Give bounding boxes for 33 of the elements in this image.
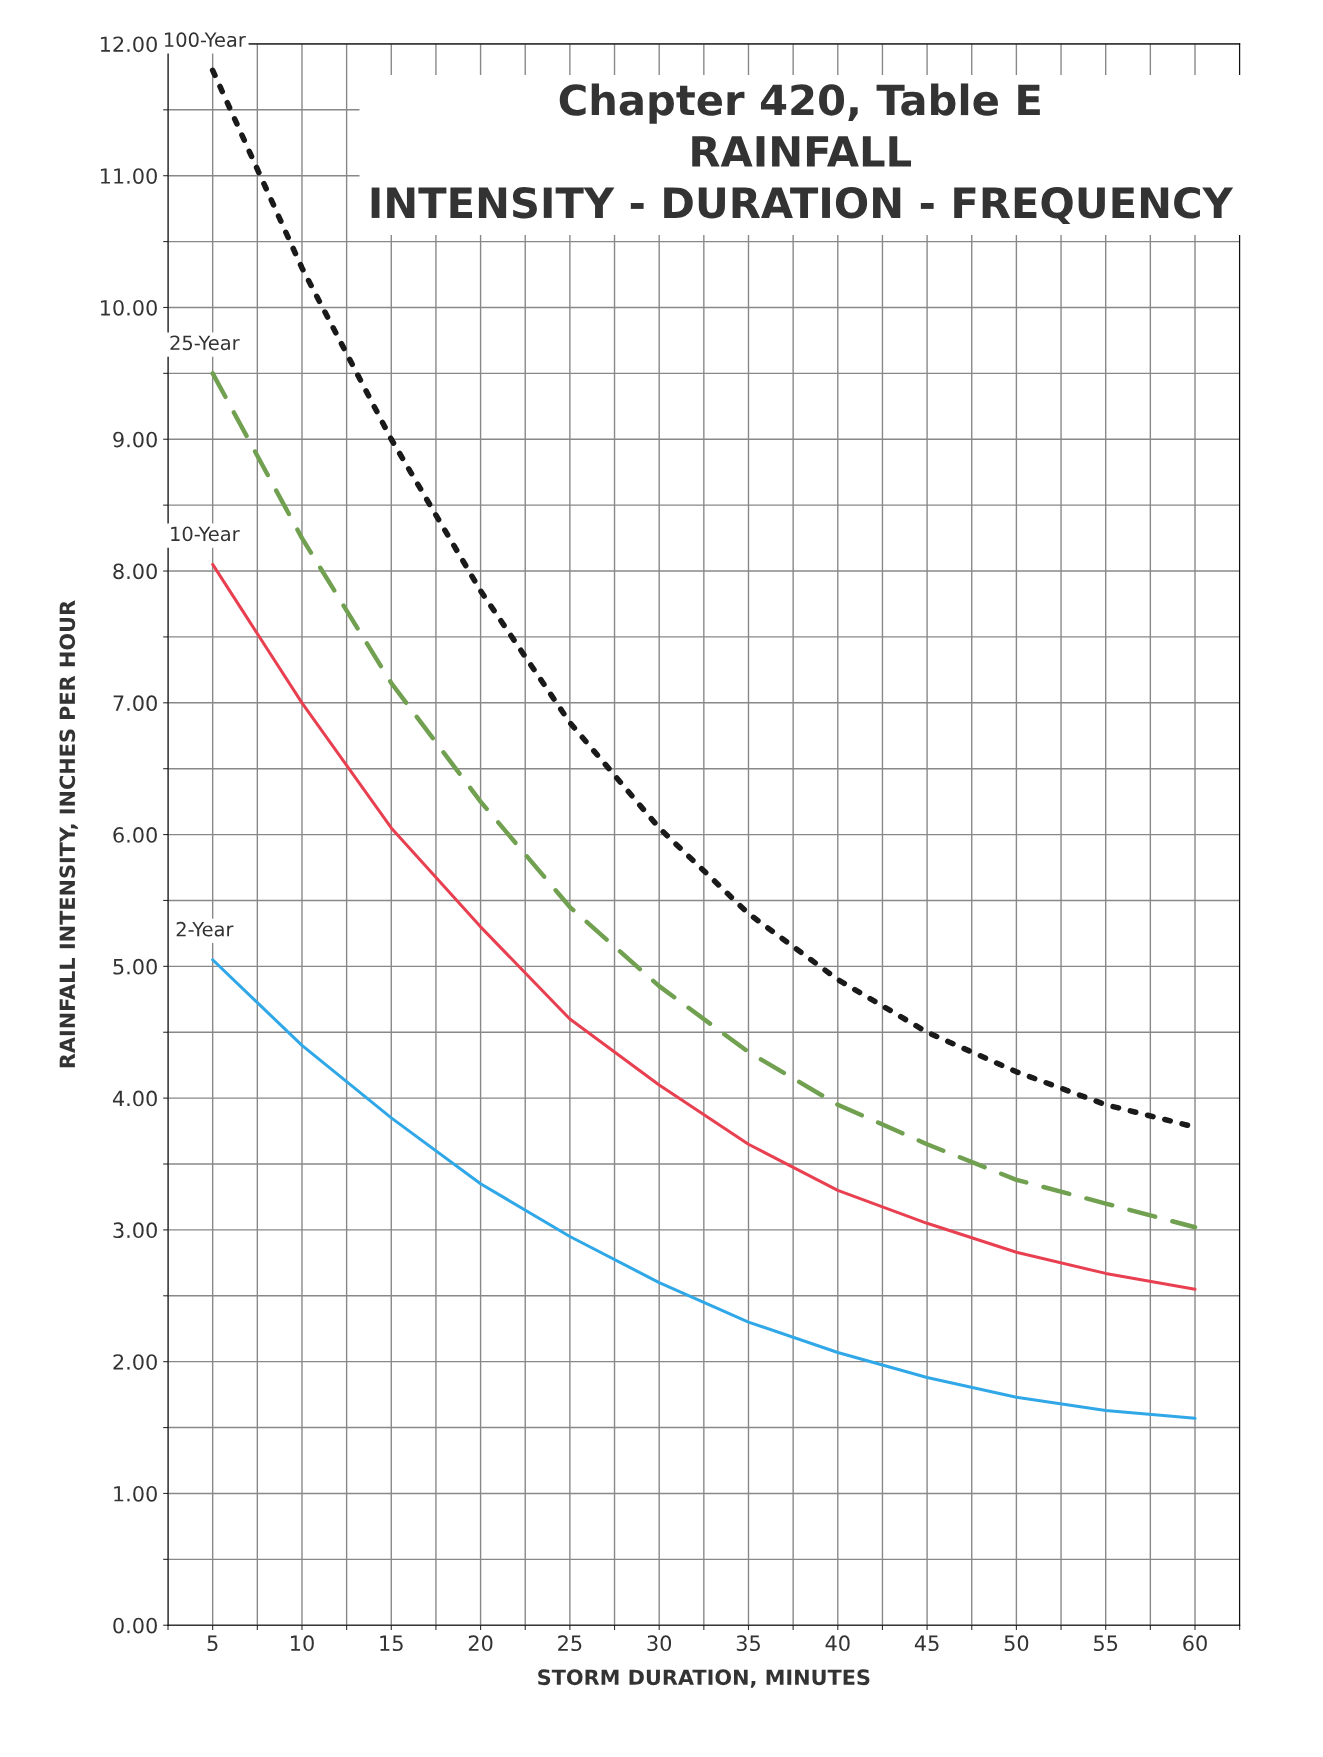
x-tick-label: 40 bbox=[825, 1635, 850, 1652]
series-label: 10-Year bbox=[171, 526, 240, 542]
x-tick-label: 45 bbox=[914, 1635, 939, 1652]
x-tick-label: 50 bbox=[1004, 1635, 1029, 1652]
x-tick-label: 20 bbox=[468, 1635, 493, 1652]
series-label: 100-Year bbox=[164, 32, 246, 48]
y-tick-label: 10.00 bbox=[100, 299, 157, 316]
x-tick-label: 25 bbox=[558, 1635, 582, 1652]
y-tick-label: 7.00 bbox=[113, 695, 157, 712]
y-tick-label: 8.00 bbox=[113, 563, 157, 580]
y-tick-label: 2.00 bbox=[113, 1354, 157, 1370]
x-tick-label: 15 bbox=[380, 1635, 403, 1652]
y-tick-label: 6.00 bbox=[113, 827, 157, 843]
y-tick-label: 9.00 bbox=[113, 431, 157, 448]
x-tick-label: 55 bbox=[1094, 1635, 1118, 1652]
x-tick-label: 35 bbox=[736, 1635, 760, 1652]
y-tick-label: 11.00 bbox=[100, 168, 157, 184]
y-tick-label: 12.00 bbox=[100, 36, 157, 53]
y-tick-label: 1.00 bbox=[114, 1485, 157, 1502]
y-axis-title: RAINFALL INTENSITY, INCHES PER HOUR bbox=[59, 600, 78, 1068]
x-tick-label: 5 bbox=[207, 1635, 218, 1652]
x-tick-label: 30 bbox=[647, 1635, 672, 1652]
y-tick-label: 5.00 bbox=[113, 958, 157, 975]
series-label: 25-Year bbox=[170, 335, 240, 351]
text: Chapter 420, Table E RAINFALL INTENSITY - DURATION - FREQUENCY bbox=[371, 83, 1234, 225]
x-tick-label: 10 bbox=[291, 1635, 314, 1652]
x-tick-label: 60 bbox=[1183, 1635, 1207, 1652]
x-axis-title: STORM DURATION, MINUTES bbox=[538, 1669, 870, 1688]
y-tick-label: 0.00 bbox=[113, 1617, 157, 1634]
line-series bbox=[211, 958, 1197, 1420]
series-label: 2-Year bbox=[176, 921, 234, 937]
y-tick-label: 3.00 bbox=[113, 1222, 157, 1239]
y-tick-label: 4.00 bbox=[112, 1090, 157, 1107]
